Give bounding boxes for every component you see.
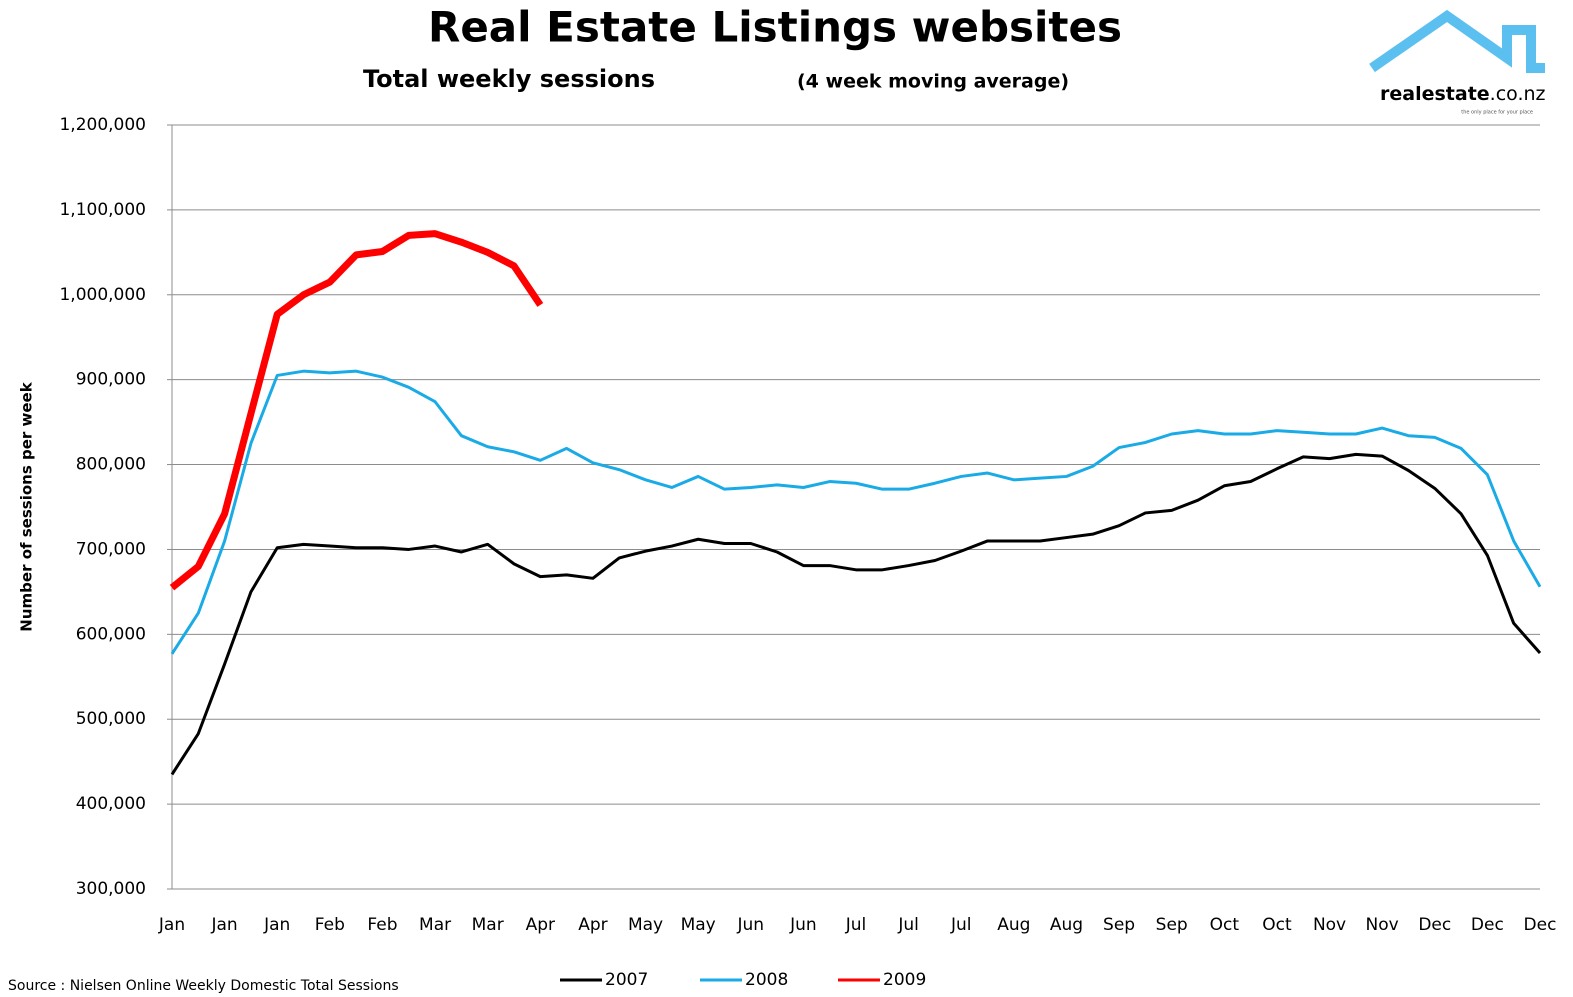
legend-label: 2009 <box>883 970 926 990</box>
y-tick-label: 500,000 <box>76 709 146 729</box>
x-tick-label: Nov <box>1366 915 1399 935</box>
series-line <box>170 452 1542 776</box>
chart-subtitle-note: (4 week moving average) <box>797 71 1069 93</box>
y-tick-label: 1,200,000 <box>59 115 146 135</box>
logo-tagline: the only place for your place <box>1461 110 1533 116</box>
x-tick-label: Sep <box>1156 915 1188 935</box>
x-tick-label: Jul <box>897 915 919 935</box>
x-tick-label: Dec <box>1524 915 1557 935</box>
x-tick-label: Nov <box>1313 915 1346 935</box>
y-tick-label: 600,000 <box>76 624 146 644</box>
y-tick-label: 800,000 <box>76 455 146 475</box>
legend-label: 2007 <box>605 970 648 990</box>
x-tick-label: Apr <box>526 915 555 935</box>
x-tick-label: Jan <box>158 915 185 935</box>
x-tick-label: May <box>681 915 716 935</box>
y-tick-label: 300,000 <box>76 879 146 899</box>
y-tick-label: 1,000,000 <box>59 285 146 305</box>
x-tick-label: Jul <box>845 915 867 935</box>
x-tick-label: Mar <box>472 915 504 935</box>
y-tick-label: 1,100,000 <box>59 200 146 220</box>
x-tick-label: Oct <box>1210 915 1240 935</box>
x-tick-label: Feb <box>367 915 397 935</box>
x-tick-label: Jul <box>950 915 972 935</box>
x-tick-label: Jan <box>211 915 238 935</box>
x-tick-label: Jan <box>263 915 290 935</box>
logo-name: realestate.co.nz <box>1380 83 1546 105</box>
x-tick-label: Dec <box>1471 915 1504 935</box>
x-tick-label: Aug <box>997 915 1030 935</box>
y-tick-label: 900,000 <box>76 370 146 390</box>
x-tick-label: Oct <box>1262 915 1292 935</box>
logo-domain: .co.nz <box>1490 83 1546 105</box>
y-axis-label: Number of sessions per week <box>18 381 36 631</box>
x-tick-label: Dec <box>1418 915 1451 935</box>
source-note: Source : Nielsen Online Weekly Domestic … <box>8 978 399 994</box>
x-tick-label: May <box>628 915 663 935</box>
x-tick-label: Aug <box>1050 915 1083 935</box>
y-tick-label: 400,000 <box>76 794 146 814</box>
logo-name-text: realestate <box>1380 83 1490 105</box>
chart-title: Real Estate Listings websites <box>428 3 1122 52</box>
legend-label: 2008 <box>745 970 788 990</box>
x-tick-label: Apr <box>578 915 607 935</box>
series-line <box>170 369 1542 655</box>
x-tick-label: Feb <box>315 915 345 935</box>
x-tick-label: Jun <box>789 915 817 935</box>
chart-subtitle: Total weekly sessions <box>363 65 655 93</box>
x-tick-label: Jun <box>736 915 764 935</box>
logo-house <box>1369 9 1545 73</box>
x-tick-label: Mar <box>419 915 451 935</box>
y-tick-label: 700,000 <box>76 539 146 559</box>
x-tick-label: Sep <box>1103 915 1135 935</box>
series-line <box>169 230 544 591</box>
